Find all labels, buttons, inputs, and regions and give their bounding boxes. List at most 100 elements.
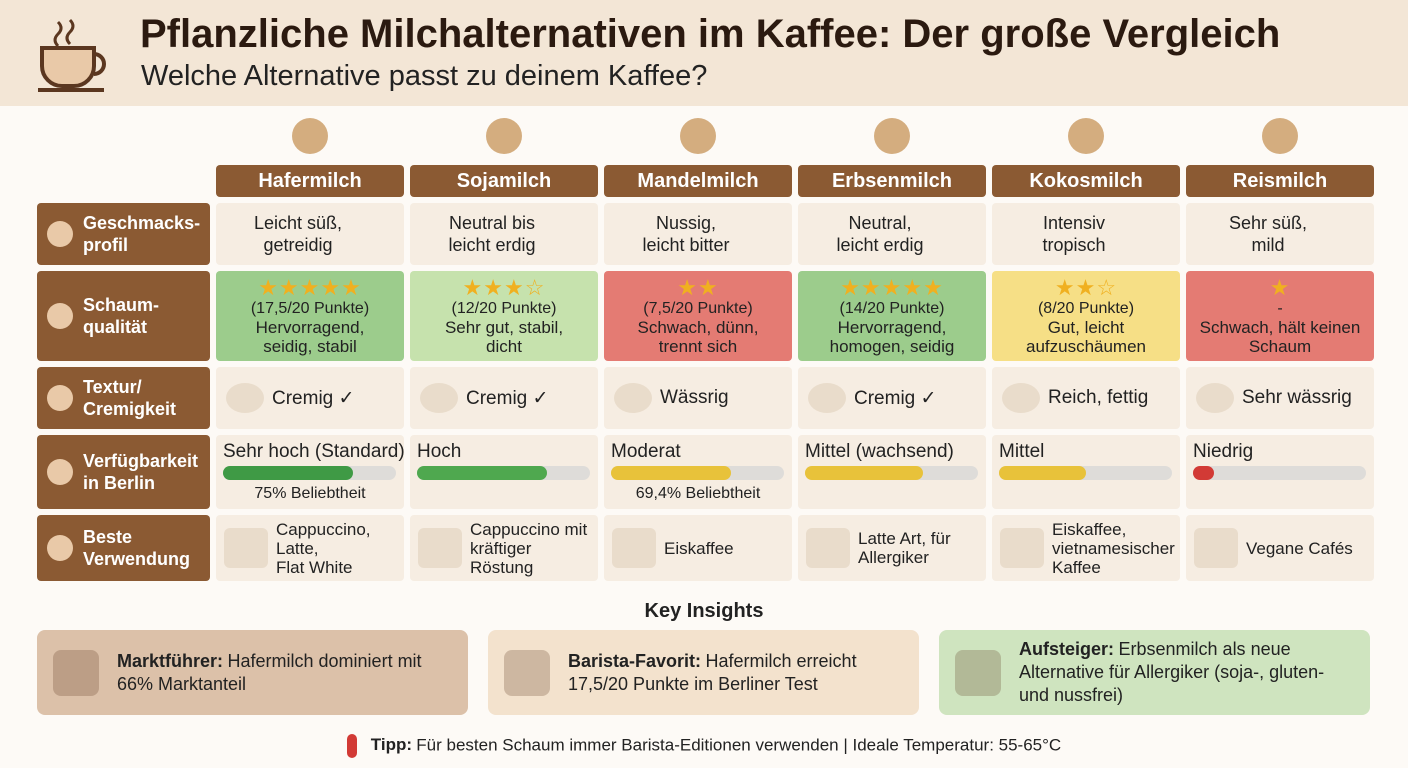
use-icon [1000,528,1044,568]
foam-points: (8/20 Punkte) [1037,299,1135,317]
texture-text: Cremig ✓ [466,387,549,409]
insight-text: Aufsteiger: Erbsenmilch als neue Alternat… [1019,638,1340,707]
availability-label: Mittel (wachsend) [805,441,954,462]
use-cell: Latte Art, für Allergiker [798,515,986,581]
availability-bar [999,466,1086,480]
foam-cell: ★★★★★ (17,5/20 Punkte) Hervorragend, seidi… [216,271,404,361]
use-text: Cappuccino mit kräftiger Röstung [470,519,588,577]
texture-text: Wässrig [660,387,729,408]
use-cell: Cappuccino, Latte, Flat White [216,515,404,581]
taste-text: Sehr süß, mild [1228,213,1308,255]
availability-track [417,466,590,480]
texture-cell: Cremig ✓ [410,367,598,429]
foam-text: Schwach, dünn, trennt sich [637,317,759,356]
availability-caption: 69,4% Beliebtheit [635,485,761,502]
texture-icon [1196,383,1234,413]
availability-label: Mittel [999,441,1045,462]
insight-body: Erbsenmilch als neue Alternative für All… [1019,639,1325,705]
taste-cell: Neutral, leicht erdig [798,203,986,265]
use-cell: Vegane Cafés [1186,515,1374,581]
column-header: Hafermilch [216,165,404,197]
row-icon [47,303,73,329]
use-text: Cappuccino, Latte, Flat White [276,519,371,577]
foam-cell: ★★ (7,5/20 Punkte) Schwach, dünn, trennt s… [604,271,792,361]
foam-points: (14/20 Punkte) [839,299,945,317]
taste-text: Neutral bis leicht erdig [448,213,536,255]
column-header: Sojamilch [410,165,598,197]
insight-text: Marktführer: Hafermilch dominiert mit 66%… [117,650,438,696]
row-label: Textur/ Cremigkeit [37,367,210,429]
texture-cell: Sehr wässrig [1186,367,1374,429]
column-icon [1262,118,1298,154]
insights-title: Key Insights [644,600,764,622]
availability-track [611,466,784,480]
texture-icon [226,383,264,413]
header-band [0,0,1408,106]
foam-stars: ★★ [677,274,719,300]
use-icon [418,528,462,568]
use-cell: Eiskaffee, vietnamesischer Kaffee [992,515,1180,581]
row-label: Geschmacks- profil [37,203,210,265]
availability-bar [223,466,353,480]
texture-icon [420,383,458,413]
subtitle: Welche Alternative passt zu deinem Kaffe… [141,60,708,92]
use-text: Eiskaffee, vietnamesischer Kaffee [1052,519,1175,577]
texture-cell: Cremig ✓ [798,367,986,429]
availability-track [999,466,1172,480]
insight-bold: Barista-Favorit: [568,650,702,671]
column-icon [874,118,910,154]
foam-text: Hervorragend, homogen, seidig [829,317,955,356]
availability-caption: 75% Beliebtheit [254,485,366,502]
foam-points: - [1277,299,1283,317]
use-text: Latte Art, für Allergiker [858,529,951,567]
insight-bold: Marktführer: [117,650,224,671]
row-label: Schaum- qualität [37,271,210,361]
taste-text: Leicht süß, getreidig [253,213,343,255]
availability-bar [1193,466,1214,480]
row-icon [47,459,73,485]
foam-stars: ★ [1269,274,1291,300]
taste-text: Nussig, leicht bitter [642,213,730,255]
cup-icon [38,18,106,92]
foam-cell: ★★☆ (8/20 Punkte) Gut, leicht aufzuschäume… [992,271,1180,361]
insight-body: Hafermilch erreicht 17,5/20 Punkte im Be… [568,650,857,694]
texture-text: Cremig ✓ [272,387,355,409]
insight-card: Barista-Favorit: Hafermilch erreicht 17,5… [488,630,919,715]
taste-cell: Nussig, leicht bitter [604,203,792,265]
foam-cell: ★★★★★ (14/20 Punkte) Hervorragend, homogen… [798,271,986,361]
row-icon [47,385,73,411]
taste-cell: Leicht süß, getreidig [216,203,404,265]
use-icon [612,528,656,568]
foam-stars: ★★☆ [1054,274,1118,300]
foam-points: (7,5/20 Punkte) [643,299,753,317]
tip-icon [346,734,357,758]
texture-cell: Reich, fettig [992,367,1180,429]
foam-text: Schwach, hält keinen Schaum [1199,317,1361,356]
taste-text: Intensiv tropisch [1042,213,1106,255]
tip-bold: Tipp: [370,735,413,755]
insight-icon [504,650,550,696]
texture-text: Reich, fettig [1048,387,1149,408]
row-icon [47,535,73,561]
insight-card: Marktführer: Hafermilch dominiert mit 66%… [37,630,468,715]
texture-cell: Wässrig [604,367,792,429]
insight-card: Aufsteiger: Erbsenmilch als neue Alternat… [939,630,1370,715]
foam-points: (17,5/20 Punkte) [250,299,370,317]
availability-cell: Hoch [410,435,598,509]
texture-text: Sehr wässrig [1242,387,1352,408]
tip: Tipp: Für besten Schaum immer Barista-Edi… [0,734,1408,758]
use-icon [224,528,268,568]
taste-text: Neutral, leicht erdig [836,213,924,255]
availability-track [805,466,978,480]
foam-cell: ★★★☆ (12/20 Punkte) Sehr gut, stabil, dich… [410,271,598,361]
availability-cell: Mittel [992,435,1180,509]
texture-text: Cremig ✓ [854,387,937,409]
availability-label: Niedrig [1193,441,1254,462]
availability-label: Moderat [611,441,681,462]
foam-stars: ★★★★★ [840,274,944,300]
availability-cell: Mittel (wachsend) [798,435,986,509]
use-cell: Eiskaffee [604,515,792,581]
column-header: Reismilch [1186,165,1374,197]
column-header: Kokosmilch [992,165,1180,197]
availability-cell: Moderat 69,4% Beliebtheit [604,435,792,509]
